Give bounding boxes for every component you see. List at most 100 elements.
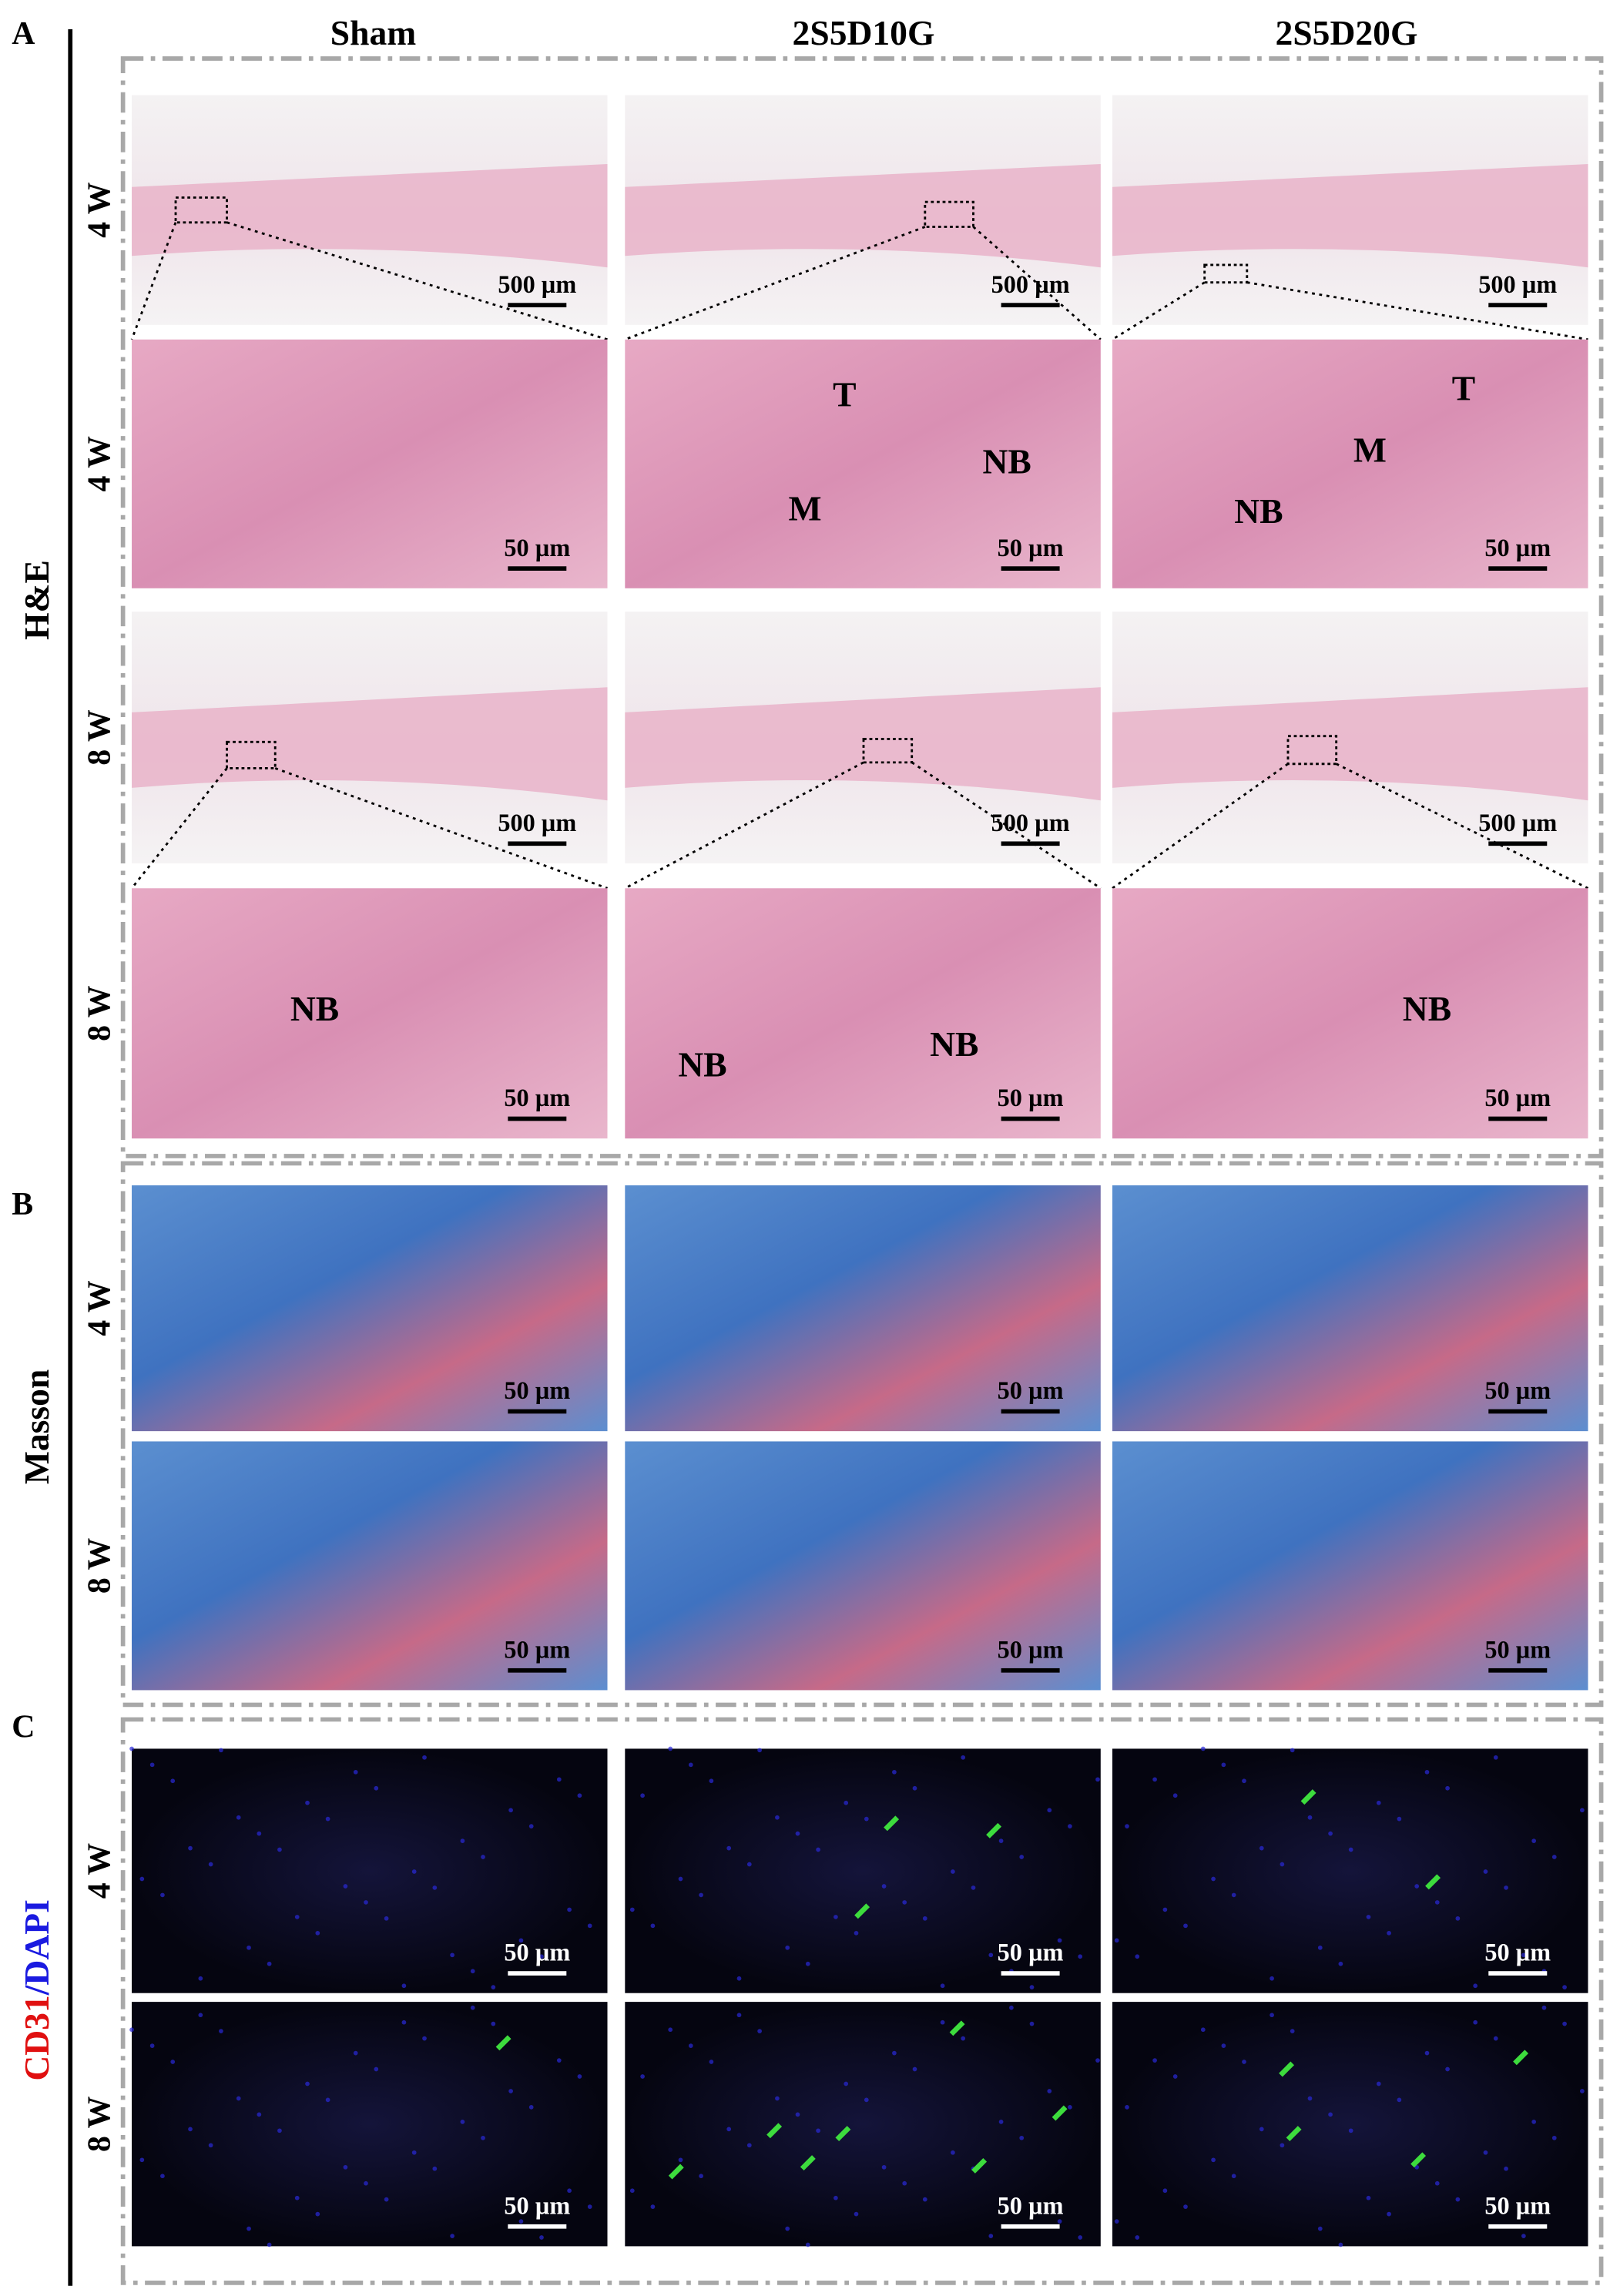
green-arrow <box>986 1822 1002 1838</box>
nucleus <box>1290 2029 1295 2033</box>
micrograph <box>132 2002 608 2247</box>
nucleus <box>236 2096 241 2101</box>
nucleus <box>1125 2105 1129 2110</box>
scale-bar-label: 50 µm <box>1484 2191 1551 2219</box>
tissue-section <box>625 687 1101 801</box>
nucleus <box>1114 1938 1119 1943</box>
micrograph <box>1112 1185 1588 1432</box>
micrograph <box>132 1185 608 1432</box>
green-arrow <box>1286 2126 1302 2142</box>
nucleus <box>1047 2089 1052 2093</box>
nucleus <box>1521 2234 1526 2238</box>
nucleus <box>1473 2019 1478 2025</box>
nucleus <box>1376 2081 1381 2087</box>
nucleus <box>208 2143 213 2148</box>
scale-bar-label: 500 µm <box>498 809 576 836</box>
nucleus <box>219 1748 223 1753</box>
nucleus <box>422 1755 427 1760</box>
scale-bar <box>1001 841 1060 846</box>
nucleus <box>775 2096 780 2101</box>
green-arrow <box>1425 1874 1441 1890</box>
scale-bar <box>1488 2224 1548 2229</box>
column-header: 2S5D20G <box>1276 13 1418 52</box>
scale-bar-label: 50 µm <box>998 534 1064 561</box>
nucleus <box>129 2027 134 2033</box>
scale-bar-label: 500 µm <box>991 270 1070 298</box>
green-arrow <box>835 2126 851 2142</box>
scale-bar <box>1488 1971 1548 1976</box>
nucleus <box>257 1831 262 1836</box>
green-arrow <box>1300 1789 1317 1805</box>
micrograph <box>625 2002 1101 2247</box>
scale-bar <box>1488 1668 1548 1673</box>
nucleus <box>1125 1824 1129 1828</box>
nucleus <box>432 2166 438 2171</box>
zoom-box <box>1286 735 1338 766</box>
green-arrow <box>884 1815 900 1832</box>
nucleus <box>1338 2242 1343 2247</box>
nucleus <box>892 2050 897 2056</box>
zoom-line <box>972 226 1102 340</box>
nucleus <box>518 2219 524 2224</box>
nucleus <box>1095 1777 1100 1782</box>
column-header: Sham <box>330 13 416 52</box>
nucleus <box>149 1762 155 1768</box>
nucleus <box>1348 2128 1353 2133</box>
nucleus <box>805 2242 810 2247</box>
scale-bar <box>508 566 567 571</box>
nucleus <box>998 2120 1004 2124</box>
tissue-section <box>132 687 608 801</box>
nucleus <box>587 2204 592 2209</box>
nucleus <box>481 1855 485 1859</box>
nucleus <box>912 2066 917 2072</box>
scale-bar-label: 50 µm <box>504 1376 570 1404</box>
nucleus <box>881 2164 887 2170</box>
annotation: NB <box>1403 989 1451 1028</box>
nucleus <box>305 2081 310 2087</box>
nucleus <box>364 2180 368 2186</box>
nucleus <box>709 2060 714 2064</box>
micrograph <box>132 339 608 588</box>
micrograph <box>132 888 608 1139</box>
nucleus <box>951 1869 955 1874</box>
zoom-line <box>1336 763 1589 890</box>
nucleus <box>1551 2135 1557 2140</box>
scale-bar-label: 50 µm <box>1484 1084 1551 1111</box>
nucleus <box>757 1748 762 1753</box>
nucleus <box>988 2234 994 2238</box>
nucleus <box>971 1885 976 1890</box>
stain-label-part: Masson <box>18 1369 57 1484</box>
nucleus <box>577 1793 582 1798</box>
nucleus <box>795 2112 800 2117</box>
micrograph <box>625 1441 1101 1691</box>
nucleus <box>1445 1785 1450 1791</box>
nucleus <box>1095 2058 1100 2063</box>
nucleus <box>988 1952 994 1958</box>
scale-bar <box>1001 2224 1060 2229</box>
annotation: NB <box>678 1044 726 1084</box>
nucleus <box>1551 1855 1557 1859</box>
nucleus <box>364 1900 368 1905</box>
green-arrow <box>1410 2152 1427 2168</box>
nucleus <box>940 1983 945 1989</box>
nucleus <box>1493 2036 1498 2041</box>
green-arrow <box>668 2164 684 2180</box>
nucleus <box>325 1816 330 1822</box>
nucleus <box>1414 2164 1420 2170</box>
scale-bar <box>508 2224 567 2229</box>
nucleus <box>587 1923 592 1929</box>
nucleus <box>795 1831 800 1836</box>
scale-bar-label: 50 µm <box>998 2191 1064 2219</box>
nucleus <box>699 2174 703 2179</box>
micrograph <box>625 339 1101 588</box>
nucleus <box>1152 2058 1157 2063</box>
nucleus <box>567 2188 572 2194</box>
row-time-label: 8 W <box>82 1538 118 1594</box>
nucleus <box>1135 2235 1140 2240</box>
panel-label: A <box>12 16 35 52</box>
scale-bar <box>1001 1409 1060 1414</box>
nucleus <box>1242 1778 1246 1784</box>
micrograph <box>1112 1441 1588 1691</box>
panel-label: C <box>12 1709 35 1745</box>
nucleus <box>160 1892 165 1898</box>
